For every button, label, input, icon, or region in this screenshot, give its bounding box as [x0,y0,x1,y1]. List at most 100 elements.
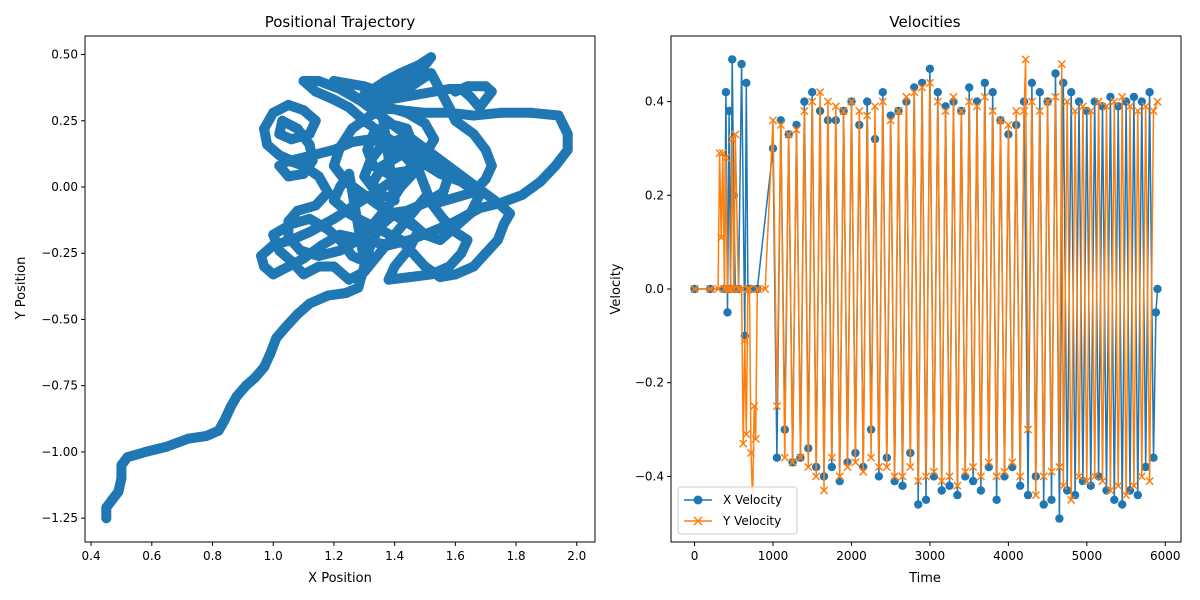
data-layer [101,52,573,524]
y-velocity-point [898,472,907,481]
y-velocity-point [945,472,954,481]
x-tick-label: 1.6 [446,549,465,563]
x-tick-label: 1.0 [264,549,283,563]
trajectory-point [450,269,461,280]
y-tick-label: 0.00 [51,180,78,194]
y-velocity-point [1051,92,1060,102]
x-velocity-point [724,106,734,116]
x-velocity-point [972,97,982,106]
trajectory-point [310,115,321,126]
trajectory-point [313,261,324,272]
y-velocity-point [953,481,962,490]
x-velocity-point [1145,88,1154,97]
trajectory-point [365,110,376,121]
trajectory-point [219,415,230,426]
y-velocity-point [1145,476,1154,486]
y-tick-label: −0.75 [41,379,78,393]
y-velocity-point [972,102,982,111]
trajectory-point [410,142,421,153]
y-velocity-point [835,472,844,481]
trajectory-point [304,129,315,139]
x-tick-label: 1.2 [324,549,343,563]
trajectory-point [283,232,294,243]
trajectory-point [465,208,476,219]
x-velocity-point [874,472,884,481]
trajectory-point [298,253,309,264]
y-velocity-point [988,106,997,116]
x-velocity-point [1055,514,1064,523]
y-velocity-point [746,448,756,458]
y-tick-label: −0.4 [635,469,664,483]
x-velocity-point [878,88,887,97]
trajectory-point [298,168,309,179]
x-velocity-point [945,481,954,490]
y-velocity-point [706,284,715,294]
trajectory-point [353,213,364,224]
y-velocity-point [1121,491,1131,500]
trajectory-point [474,102,485,113]
y-velocity-point [1082,476,1091,486]
trajectory-point [295,245,306,256]
y-velocity-point [726,284,735,294]
velocities-plot: Velocities Time Velocity 0 1000 2000 3000 40… [609,13,1182,586]
y-velocity-point [750,401,759,411]
trajectory-point [122,452,133,463]
x-velocity-point [1000,472,1009,481]
trajectory-point [292,205,303,216]
legend: X Velocity Y Velocity [677,486,798,535]
x-velocity-point [898,481,907,490]
trajectory-point [304,139,315,150]
trajectory-point [271,333,282,343]
trajectory-point [328,144,339,155]
x-velocity-point [742,78,751,88]
y-velocity-point [780,453,789,462]
y-velocity-point [902,92,911,102]
y-velocity-point [917,83,927,92]
y-velocity-point [1047,467,1056,476]
trajectory-point [274,160,285,171]
trajectory-point [383,208,394,219]
trajectory-point [347,250,358,261]
trajectory-point [335,84,345,94]
plot-frame [670,35,1182,543]
trajectory-point [404,216,415,227]
y-velocity-point [1125,102,1135,111]
y-velocity-point [851,458,860,467]
trajectory-point [344,274,355,285]
trajectory-point [383,240,394,251]
trajectory-point [298,76,309,86]
x-tick-label: 0.8 [203,549,222,563]
trajectory-point [420,107,430,118]
y-velocity-point [882,462,891,472]
trajectory-point [492,235,503,245]
trajectory-point [450,192,461,203]
y-velocity-point [1012,106,1021,116]
y-velocity-point [761,284,770,294]
x-velocity-point [723,308,732,317]
trajectory-point [313,250,324,261]
trajectory-point [456,176,467,187]
trajectory-point [562,144,573,155]
x-velocity-point [1118,500,1127,509]
y-velocity-point [984,458,993,467]
x-velocity-point [933,88,942,97]
trajectory-point [344,102,355,113]
trajectory-point [368,219,379,230]
trajectory-point [495,107,506,118]
trajectory-point [486,160,497,171]
y-velocity-point [721,153,731,162]
trajectory-point [395,235,406,245]
trajectory-point [304,298,315,309]
x-velocity-point [863,97,872,106]
trajectory-point [316,240,327,251]
y-velocity-point [1129,481,1139,490]
data-layer [690,55,1162,523]
y-velocity-point [717,233,726,242]
x-velocity-point [980,78,989,88]
trajectory-point [328,213,339,224]
x-velocity-point [835,476,844,486]
y-tick-label: 0.50 [51,48,78,62]
y-velocity-point [1074,472,1084,481]
trajectory-point [480,144,491,155]
